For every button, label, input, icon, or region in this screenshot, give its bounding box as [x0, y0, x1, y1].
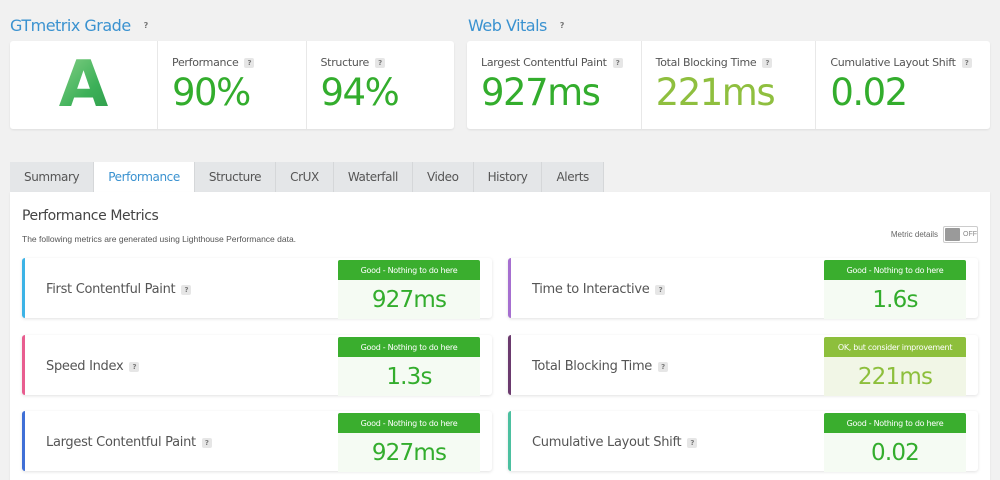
metric-largest-contentful-paint: Largest Contentful Paint? Good - Nothing…	[22, 411, 492, 472]
grade-cell: A	[10, 41, 158, 129]
tbt-label: Total Blocking Time	[655, 56, 757, 69]
tab-performance[interactable]: Performance	[94, 162, 195, 192]
tab-waterfall[interactable]: Waterfall	[333, 162, 413, 192]
help-icon[interactable]: ?	[143, 21, 149, 30]
web-vitals-card: Largest Contentful Paint? 927ms Total Bl…	[467, 41, 990, 129]
status-badge: Good - Nothing to do here	[338, 260, 480, 280]
tab-summary[interactable]: Summary	[10, 162, 95, 192]
metric-value: 927ms	[371, 440, 447, 466]
metric-name: First Contentful Paint	[46, 282, 176, 297]
lcp-value: 927ms	[481, 71, 601, 114]
help-icon[interactable]: ?	[374, 57, 385, 68]
performance-score: Performance? 90%	[158, 41, 307, 129]
web-vitals-title: Web Vitals ?	[468, 16, 567, 35]
metric-result: OK, but consider improvement 221ms	[824, 337, 966, 396]
performance-label: Performance	[172, 56, 239, 69]
structure-label: Structure	[320, 56, 370, 69]
help-icon[interactable]: ?	[201, 437, 212, 448]
structure-value: 94%	[320, 71, 400, 114]
metric-result: Good - Nothing to do here 1.3s	[338, 337, 480, 396]
metric-speed-index: Speed Index? Good - Nothing to do here 1…	[22, 335, 492, 396]
metric-cumulative-layout-shift: Cumulative Layout Shift? Good - Nothing …	[508, 411, 978, 472]
help-icon[interactable]: ?	[655, 284, 666, 295]
status-badge: Good - Nothing to do here	[824, 413, 966, 433]
help-icon[interactable]: ?	[244, 57, 255, 68]
metric-name: Speed Index	[46, 359, 124, 374]
metric-time-to-interactive: Time to Interactive? Good - Nothing to d…	[508, 258, 978, 319]
cls-vital: Cumulative Layout Shift? 0.02	[816, 41, 990, 129]
performance-panel: Performance Metrics The following metric…	[10, 192, 990, 480]
metric-value: 1.3s	[386, 364, 432, 390]
help-icon[interactable]: ?	[762, 57, 773, 68]
metric-result: Good - Nothing to do here 1.6s	[824, 260, 966, 319]
lcp-vital: Largest Contentful Paint? 927ms	[467, 41, 642, 129]
status-badge: Good - Nothing to do here	[338, 337, 480, 357]
metric-first-contentful-paint: First Contentful Paint? Good - Nothing t…	[22, 258, 492, 319]
gtmetrix-grade-title: GTmetrix Grade ?	[10, 16, 151, 35]
metric-result: Good - Nothing to do here 927ms	[338, 260, 480, 319]
help-icon[interactable]: ?	[687, 437, 698, 448]
metric-result: Good - Nothing to do here 927ms	[338, 413, 480, 472]
grade-card: A Performance? 90% Structure? 94%	[10, 41, 454, 129]
metric-details-toggle-wrap: Metric details OFF	[891, 226, 978, 243]
lcp-label: Largest Contentful Paint	[481, 56, 607, 69]
tab-alerts[interactable]: Alerts	[542, 162, 604, 192]
gtmetrix-grade-title-text: GTmetrix Grade	[10, 16, 131, 35]
help-icon[interactable]: ?	[612, 57, 623, 68]
tbt-value: 221ms	[655, 71, 776, 114]
cls-value: 0.02	[830, 71, 908, 114]
metric-value: 1.6s	[872, 287, 918, 313]
tab-history[interactable]: History	[473, 162, 543, 192]
panel-description: The following metrics are generated usin…	[22, 234, 297, 244]
web-vitals-title-text: Web Vitals	[468, 16, 547, 35]
status-badge: Good - Nothing to do here	[338, 413, 480, 433]
status-badge: Good - Nothing to do here	[824, 260, 966, 280]
help-icon[interactable]: ?	[129, 361, 140, 372]
metric-result: Good - Nothing to do here 0.02	[824, 413, 966, 472]
metric-value: 927ms	[371, 287, 447, 313]
help-icon[interactable]: ?	[559, 21, 565, 30]
metric-name: Largest Contentful Paint	[46, 435, 196, 450]
metric-name: Total Blocking Time	[532, 359, 653, 374]
metric-name: Cumulative Layout Shift	[532, 435, 682, 450]
tab-crux[interactable]: CrUX	[276, 162, 334, 192]
report-tabs: Summary Performance Structure CrUX Water…	[10, 162, 604, 192]
panel-title: Performance Metrics	[22, 208, 159, 224]
toggle-state: OFF	[963, 231, 977, 238]
metric-details-label: Metric details	[890, 230, 938, 239]
structure-score: Structure? 94%	[307, 41, 455, 129]
metric-total-blocking-time: Total Blocking Time? OK, but consider im…	[508, 335, 978, 396]
toggle-knob	[945, 228, 960, 241]
metric-details-toggle[interactable]: OFF	[943, 226, 978, 243]
metric-value: 221ms	[857, 364, 933, 390]
performance-value: 90%	[172, 71, 251, 114]
status-badge: OK, but consider improvement	[824, 337, 966, 357]
metric-name: Time to Interactive	[532, 282, 650, 297]
help-icon[interactable]: ?	[181, 284, 192, 295]
cls-label: Cumulative Layout Shift	[830, 56, 956, 69]
help-icon[interactable]: ?	[658, 361, 669, 372]
grade-letter: A	[58, 48, 109, 122]
metric-value: 0.02	[870, 440, 920, 466]
tab-video[interactable]: Video	[412, 162, 474, 192]
tab-structure[interactable]: Structure	[194, 162, 277, 192]
help-icon[interactable]: ?	[961, 57, 972, 68]
tbt-vital: Total Blocking Time? 221ms	[642, 41, 817, 129]
